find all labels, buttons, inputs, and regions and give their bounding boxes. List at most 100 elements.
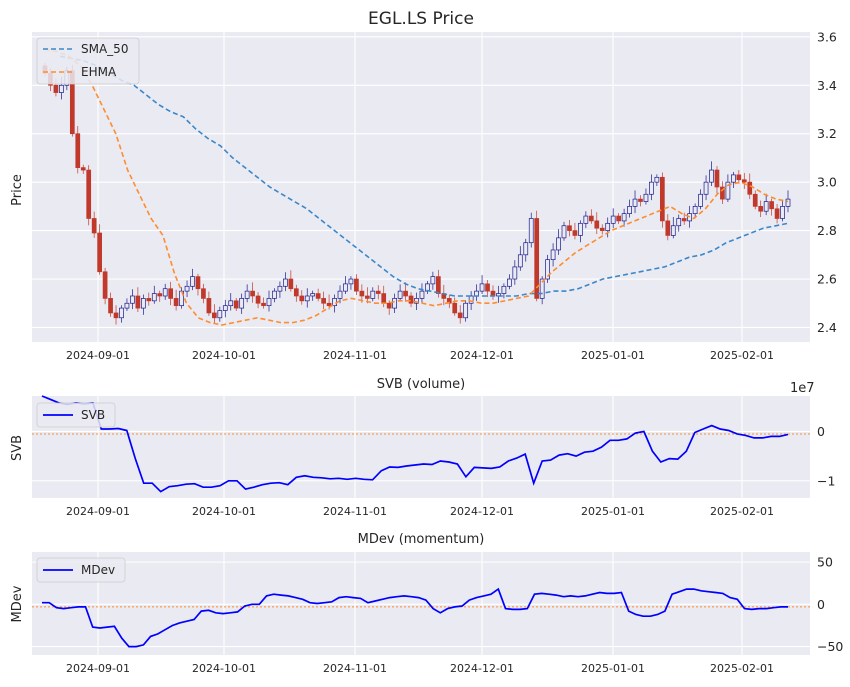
candle-body <box>780 206 785 219</box>
candle-body <box>228 300 234 307</box>
x-tick-label: 2024-12-01 <box>450 349 514 362</box>
candle-body <box>785 198 791 207</box>
svb-offset-label: 1e7 <box>790 381 815 396</box>
candle-body <box>86 169 92 219</box>
svb-y-ticks: 0 −1 <box>817 424 835 488</box>
svb-x-ticks: 2024-09-01 2024-10-01 2024-11-01 2024-12-01… <box>66 505 774 518</box>
candle-body <box>485 283 490 292</box>
mdev-line <box>42 587 788 648</box>
y-tick-label: −50 <box>817 639 843 654</box>
candle-body <box>457 312 463 319</box>
y-tick-label: 3.6 <box>817 29 837 44</box>
candle-body <box>348 278 354 285</box>
sma-50-line <box>59 55 789 297</box>
mdev-y-ticks: 50 0 −50 <box>817 555 843 654</box>
candle-body <box>758 206 764 212</box>
candle-body <box>501 285 507 294</box>
x-tick-label: 2024-11-01 <box>323 505 387 518</box>
candle-body <box>452 302 458 314</box>
candle-body <box>321 298 326 304</box>
candle-body <box>528 218 534 244</box>
candle-body <box>714 169 720 188</box>
candle-body <box>288 278 294 290</box>
price-gridlines <box>32 32 810 342</box>
candle-body <box>293 288 299 297</box>
x-tick-label: 2025-01-01 <box>581 349 645 362</box>
candle-body <box>381 293 387 304</box>
candle-body <box>632 198 638 207</box>
candle-body <box>419 290 425 299</box>
y-tick-label: 2.4 <box>817 320 837 335</box>
svb-ylabel: SVB <box>10 435 25 461</box>
candle-body <box>283 278 288 287</box>
candle-body <box>392 298 397 309</box>
candle-body <box>343 283 348 292</box>
candle-body <box>539 278 545 299</box>
x-tick-label: 2024-10-01 <box>192 505 256 518</box>
candle-body <box>594 220 600 229</box>
y-tick-label: 3.2 <box>817 126 837 141</box>
candle-body <box>266 298 272 307</box>
candle-body <box>670 225 676 236</box>
candle-body <box>659 176 665 222</box>
candle-body <box>681 218 687 222</box>
x-tick-label: 2024-11-01 <box>323 662 387 675</box>
svb-line <box>41 395 789 493</box>
candle-body <box>162 288 168 297</box>
candle-body <box>135 295 141 309</box>
candle-body <box>359 290 365 297</box>
candle-body <box>408 295 414 304</box>
candle-body <box>550 249 556 261</box>
candle-body <box>649 181 654 195</box>
candle-body <box>763 201 769 212</box>
x-tick-label: 2024-10-01 <box>192 662 256 675</box>
candle-body <box>583 215 589 224</box>
svb-legend: SVB <box>36 402 116 428</box>
candle-body <box>113 312 119 319</box>
candle-body <box>212 312 217 319</box>
price-panel: EGL.LS Price Price 2.4 2.6 2.8 3.0 3.2 3.4 3.6… <box>10 9 837 362</box>
candle-body <box>578 222 583 236</box>
candle-body <box>692 206 698 214</box>
candle-body <box>337 290 343 299</box>
mdev-legend-label: MDev <box>81 563 115 577</box>
candle-body <box>397 290 403 299</box>
candle-body <box>774 208 780 219</box>
candle-body <box>654 176 660 183</box>
candle-body <box>741 179 747 183</box>
candle-body <box>610 215 616 224</box>
y-tick-label: 50 <box>817 555 833 570</box>
candle-body <box>436 276 441 294</box>
candle-body <box>201 288 206 299</box>
price-y-ticks: 2.4 2.6 2.8 3.0 3.2 3.4 3.6 <box>817 29 837 335</box>
price-legend: SMA_50 EHMA <box>36 37 140 85</box>
ehma-line <box>44 48 789 326</box>
candle-body <box>310 293 316 297</box>
price-title: EGL.LS Price <box>368 9 474 29</box>
mdev-plot-background <box>32 552 810 655</box>
candle-body <box>769 201 774 210</box>
candle-body <box>512 266 518 280</box>
candle-body <box>627 206 632 214</box>
x-tick-label: 2024-09-01 <box>66 505 130 518</box>
candle-body <box>720 186 725 200</box>
mdev-legend: MDev <box>36 557 126 583</box>
candle-body <box>277 285 283 292</box>
candle-body <box>59 84 64 93</box>
candle-body <box>430 276 436 285</box>
candle-body <box>621 213 627 222</box>
svb-legend-box <box>36 402 116 428</box>
candle-body <box>698 193 703 207</box>
candle-body <box>97 232 102 273</box>
candle-body <box>195 276 201 290</box>
candle-body <box>80 167 86 171</box>
candle-body <box>736 174 742 181</box>
y-tick-label: −1 <box>817 473 835 488</box>
svb-gridlines <box>32 396 810 498</box>
candle-body <box>599 227 605 231</box>
candle-body <box>479 283 485 292</box>
y-tick-label: 0 <box>817 424 825 439</box>
candle-body <box>332 298 337 307</box>
candle-body <box>261 302 266 307</box>
svb-title: SVB (volume) <box>377 377 466 392</box>
